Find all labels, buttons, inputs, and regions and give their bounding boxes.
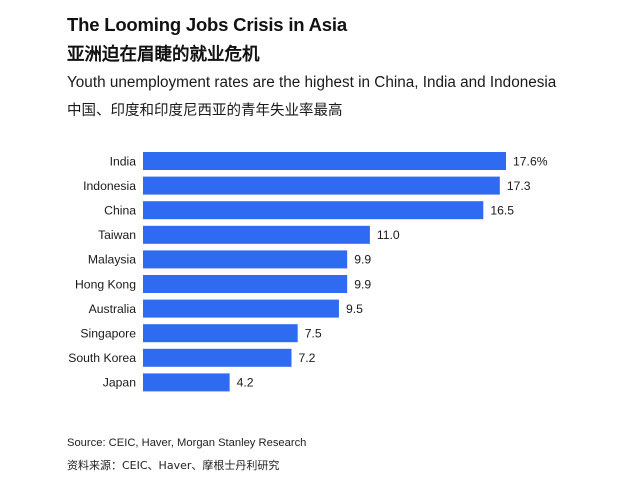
chart-title: The Looming Jobs Crisis in Asia bbox=[67, 14, 347, 35]
value-label: 7.2 bbox=[299, 351, 316, 365]
source-note: Source: CEIC, Haver, Morgan Stanley Rese… bbox=[67, 437, 307, 449]
category-label: China bbox=[104, 204, 136, 218]
bar bbox=[143, 225, 370, 244]
bars-group: India 17.6% Indonesia 17.3 China 16.5 Taiwan 11… bbox=[68, 152, 548, 392]
category-label: Japan bbox=[103, 376, 136, 390]
bar bbox=[143, 250, 348, 269]
bar bbox=[143, 324, 298, 343]
bar-row-india: India 17.6% bbox=[110, 152, 548, 170]
bar bbox=[143, 373, 230, 392]
value-label: 7.5 bbox=[305, 327, 322, 341]
category-label: Indonesia bbox=[83, 179, 136, 193]
value-label: 17.6% bbox=[513, 154, 548, 168]
value-label: 4.2 bbox=[237, 376, 254, 390]
value-label: 17.3 bbox=[507, 179, 531, 193]
value-label: 9.9 bbox=[354, 253, 371, 267]
value-label: 16.5 bbox=[490, 204, 514, 218]
bar bbox=[143, 176, 500, 195]
bar bbox=[143, 348, 292, 367]
category-label: South Korea bbox=[68, 351, 136, 365]
bar-row-malaysia: Malaysia 9.9 bbox=[88, 250, 371, 269]
bar-row-singapore: Singapore 7.5 bbox=[80, 324, 322, 343]
category-label: Singapore bbox=[80, 327, 136, 341]
value-label: 11.0 bbox=[377, 228, 400, 242]
category-label: Taiwan bbox=[98, 228, 136, 242]
category-label: Hong Kong bbox=[75, 277, 136, 291]
bar-row-hong-kong: Hong Kong 9.9 bbox=[75, 275, 371, 293]
chart-title-chinese: 亚洲迫在眉睫的就业危机 bbox=[67, 45, 260, 65]
value-label: 9.9 bbox=[354, 277, 371, 291]
bar-row-south-korea: South Korea 7.2 bbox=[68, 348, 316, 367]
bar bbox=[143, 299, 339, 318]
source-note-chinese: 资料来源：CEIC、Haver、摩根士丹利研究 bbox=[67, 459, 280, 472]
bar-row-australia: Australia 9.5 bbox=[89, 299, 363, 318]
bar-row-indonesia: Indonesia 17.3 bbox=[83, 176, 531, 195]
bar-row-japan: Japan 4.2 bbox=[103, 373, 254, 392]
value-label: 9.5 bbox=[346, 302, 363, 316]
chart-subtitle-chinese: 中国、印度和印度尼西亚的青年失业率最高 bbox=[67, 103, 343, 119]
bar-chart: India 17.6% Indonesia 17.3 China 16.5 Taiwan 11… bbox=[68, 152, 548, 392]
bar bbox=[143, 275, 348, 293]
category-label: India bbox=[110, 154, 137, 168]
bar-row-taiwan: Taiwan 11.0 bbox=[98, 225, 400, 244]
category-label: Australia bbox=[89, 302, 137, 316]
bar-row-china: China 16.5 bbox=[104, 201, 514, 220]
bar bbox=[143, 152, 506, 170]
category-label: Malaysia bbox=[88, 253, 136, 267]
chart-subtitle: Youth unemployment rates are the highest… bbox=[67, 74, 557, 91]
bar bbox=[143, 201, 484, 220]
